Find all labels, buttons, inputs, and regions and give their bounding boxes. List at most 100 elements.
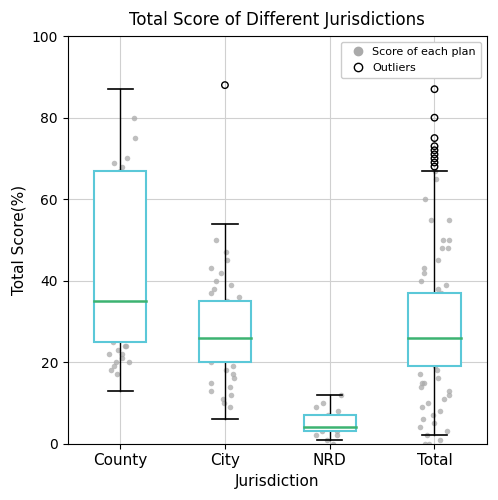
Point bbox=[215, 354, 223, 362]
Point bbox=[212, 236, 220, 244]
Point bbox=[223, 346, 231, 354]
Point bbox=[127, 305, 135, 313]
Point bbox=[113, 370, 121, 378]
Point bbox=[207, 264, 215, 272]
Point bbox=[102, 289, 110, 297]
Point bbox=[430, 146, 438, 154]
Point bbox=[215, 318, 223, 326]
Point bbox=[443, 318, 451, 326]
Point bbox=[440, 395, 448, 403]
Point bbox=[234, 342, 242, 350]
Point bbox=[115, 293, 123, 301]
Legend: Score of each plan, Outliers: Score of each plan, Outliers bbox=[341, 42, 482, 78]
Point bbox=[444, 358, 452, 366]
Point bbox=[421, 358, 429, 366]
Point bbox=[110, 158, 118, 166]
Point bbox=[209, 338, 217, 346]
Point bbox=[444, 244, 452, 252]
Point bbox=[434, 338, 442, 346]
Point bbox=[418, 403, 426, 411]
Point bbox=[219, 395, 227, 403]
Point bbox=[421, 195, 429, 203]
Point bbox=[424, 330, 432, 338]
Point bbox=[107, 248, 115, 256]
Point bbox=[130, 114, 138, 122]
Point bbox=[427, 216, 435, 224]
Point bbox=[433, 366, 441, 374]
Point bbox=[109, 330, 117, 338]
Point bbox=[105, 228, 113, 236]
Point bbox=[425, 440, 433, 448]
Point bbox=[222, 248, 230, 256]
Point bbox=[226, 403, 234, 411]
Point bbox=[117, 166, 124, 174]
Bar bbox=[94, 170, 146, 342]
Point bbox=[420, 268, 428, 276]
Bar bbox=[303, 415, 356, 432]
Point bbox=[220, 399, 228, 407]
Point bbox=[431, 166, 439, 174]
Point bbox=[208, 289, 216, 297]
Point bbox=[110, 362, 118, 370]
Point bbox=[110, 338, 118, 346]
Point bbox=[430, 142, 438, 150]
Point bbox=[431, 322, 439, 330]
Point bbox=[432, 175, 440, 183]
Point bbox=[416, 370, 424, 378]
Point bbox=[113, 326, 121, 334]
Title: Total Score of Different Jurisdictions: Total Score of Different Jurisdictions bbox=[129, 11, 425, 29]
Point bbox=[419, 338, 427, 346]
Point bbox=[333, 428, 341, 436]
Point bbox=[439, 236, 447, 244]
Point bbox=[121, 305, 129, 313]
Point bbox=[430, 419, 438, 427]
Point bbox=[219, 334, 227, 342]
Point bbox=[102, 297, 110, 305]
Point bbox=[125, 358, 133, 366]
Point bbox=[418, 378, 426, 386]
Point bbox=[223, 297, 231, 305]
Point bbox=[327, 415, 335, 423]
Point bbox=[424, 342, 432, 350]
Point bbox=[337, 424, 345, 432]
Point bbox=[230, 374, 238, 382]
Point bbox=[421, 305, 429, 313]
Point bbox=[429, 411, 437, 419]
Point bbox=[108, 366, 116, 374]
Point bbox=[129, 285, 137, 293]
Point bbox=[436, 436, 444, 444]
Point bbox=[122, 314, 129, 322]
Point bbox=[207, 358, 215, 366]
Point bbox=[223, 256, 231, 264]
Point bbox=[423, 432, 431, 440]
Point bbox=[426, 346, 434, 354]
Point bbox=[428, 326, 436, 334]
Point bbox=[424, 399, 432, 407]
Point bbox=[429, 350, 437, 358]
Point bbox=[106, 350, 114, 358]
Bar bbox=[199, 301, 251, 362]
Point bbox=[420, 309, 428, 317]
Point bbox=[417, 276, 425, 284]
Point bbox=[114, 334, 122, 342]
Point bbox=[235, 293, 243, 301]
Point bbox=[230, 370, 238, 378]
Point bbox=[118, 354, 125, 362]
Point bbox=[319, 399, 327, 407]
Point bbox=[324, 411, 332, 419]
Point bbox=[220, 326, 228, 334]
Point bbox=[430, 154, 438, 162]
Point bbox=[441, 301, 449, 309]
Point bbox=[115, 346, 123, 354]
Point bbox=[436, 407, 444, 415]
Bar bbox=[408, 293, 461, 366]
Point bbox=[420, 264, 428, 272]
Point bbox=[430, 150, 438, 158]
Point bbox=[115, 301, 123, 309]
Point bbox=[217, 268, 225, 276]
Y-axis label: Total Score(%): Total Score(%) bbox=[11, 185, 26, 295]
Point bbox=[210, 285, 218, 293]
Point bbox=[337, 390, 345, 398]
Point bbox=[213, 314, 221, 322]
Point bbox=[221, 81, 229, 89]
